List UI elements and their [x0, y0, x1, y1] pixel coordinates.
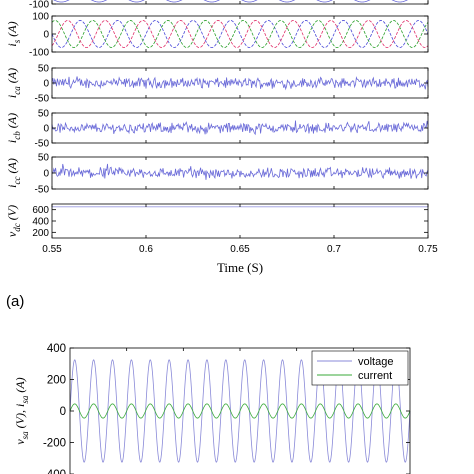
bottom-ytick-label-1: 200: [47, 375, 66, 387]
subplot-1-series-2: [51, 20, 429, 48]
subplot-4-ytick-label-1: 0: [43, 169, 49, 180]
bottom-series-1: [69, 403, 411, 419]
bottom-ylabel-sub-0: sa: [20, 431, 30, 440]
subplot-5-ylabel: vdc (V): [5, 205, 22, 237]
panel-label: (a): [6, 293, 24, 310]
subplot-0: -100: [29, 0, 429, 11]
subplot-3-ytick-label-2: -50: [35, 139, 50, 150]
subplot-4-ytick-label-2: -50: [35, 185, 50, 196]
subplot-4-ylabel-main-0: i: [5, 184, 19, 187]
subplot-5-ylabel-sub-0: dc: [12, 223, 22, 232]
legend-label-1: current: [358, 370, 392, 382]
subplot-3-ylabel-suffix-0: (A): [5, 113, 19, 131]
subplot-1-ylabel: is (A): [5, 21, 22, 46]
subplot-2-ylabel-suffix-0: (A): [5, 68, 19, 86]
top-xtick-label-1: 0.6: [139, 244, 153, 255]
top-xlabel: Time (S): [217, 260, 263, 275]
subplot-3-ytick-label-1: 0: [43, 124, 49, 135]
subplot-4-ylabel: icc (A): [5, 158, 22, 188]
subplot-1-series-0: [51, 20, 429, 48]
bottom-ylabel-main-0: v: [13, 439, 27, 445]
subplot-5-ylabel-suffix-0: (V): [5, 205, 19, 223]
subplot-5-frame: [51, 203, 429, 239]
top-xtick-label-3: 0.7: [327, 244, 341, 255]
subplot-4-ylabel-suffix-0: (A): [5, 158, 19, 176]
subplot-1-ytick-label-1: 0: [43, 30, 49, 41]
subplot-1-ytick-label-2: -100: [29, 48, 49, 59]
subplot-0-ytick-label-0: -100: [29, 0, 49, 11]
subplot-3-series-0: [51, 120, 429, 136]
subplot-2-ylabel-sub-0: ca: [12, 86, 22, 95]
subplot-3-ylabel-sub-0: cb: [12, 131, 22, 140]
bottom-ytick-label-2: 0: [60, 406, 66, 418]
subplot-1-frame: [51, 15, 429, 53]
bottom-ylabel: vsa (V), isa (A): [13, 377, 30, 444]
subplot-1-series-1: [51, 20, 429, 48]
subplot-3-ytick-label-0: 50: [38, 109, 50, 120]
bottom-ylabel-suffix-0: (V),: [13, 407, 27, 431]
subplot-5-ylabel-main-0: v: [5, 231, 19, 237]
bottom-ylabel-main-1: i: [13, 404, 27, 407]
subplot-3: 50 0 -50 icb (A): [5, 109, 429, 150]
subplot-2-ylabel: ica (A): [5, 68, 22, 98]
bottom-ylabel-suffix-1: (A): [13, 377, 27, 395]
bottom-ytick-label-4: -400: [43, 469, 66, 474]
subplot-1-ytick-label-0: 100: [32, 12, 49, 23]
subplot-5-ytick-label-2: 200: [32, 228, 49, 239]
subplot-5-ytick-label-1: 400: [32, 217, 49, 228]
subplot-2-ytick-label-0: 50: [38, 64, 50, 75]
bottom-ytick-label-0: 400: [47, 343, 66, 355]
subplot-1-ylabel-main-0: i: [5, 43, 19, 46]
subplot-4-series-0: [51, 163, 429, 180]
bottom-legend: voltage current: [311, 350, 409, 386]
subplot-1-ylabel-suffix-0: (A): [5, 21, 19, 39]
subplot-2-frame: [51, 67, 429, 99]
top-xtick-label-4: 0.75: [418, 244, 438, 255]
subplot-3-ylabel-main-0: i: [5, 140, 19, 143]
subplot-2-ylabel-main-0: i: [5, 95, 19, 98]
subplot-2: 50 0 -50 ica (A): [5, 64, 429, 105]
legend-box: [311, 350, 409, 386]
subplot-5-ytick-label-0: 600: [32, 205, 49, 216]
subplot-3-ylabel: icb (A): [5, 113, 22, 143]
top-xtick-label-0: 0.55: [42, 244, 62, 255]
legend-label-0: voltage: [358, 356, 393, 368]
subplot-1-ylabel-sub-0: s: [12, 39, 22, 43]
bottom-ylabel-sub-1: sa: [20, 395, 30, 404]
bottom-ytick-label-3: -200: [43, 438, 66, 450]
subplot-4: 50 0 -50 icc (A): [5, 153, 429, 196]
subplot-2-series-0: [51, 76, 429, 91]
subplot-2-ytick-label-2: -50: [35, 94, 50, 105]
subplot-2-ytick-label-1: 0: [43, 79, 49, 90]
top-xtick-label-2: 0.65: [230, 244, 250, 255]
subplot-1: 100 0 -100 is (A): [5, 12, 429, 59]
subplot-4-ytick-label-0: 50: [38, 153, 50, 164]
subplot-0-series-0: [53, 0, 409, 3]
subplot-4-ylabel-sub-0: cc: [12, 176, 22, 184]
